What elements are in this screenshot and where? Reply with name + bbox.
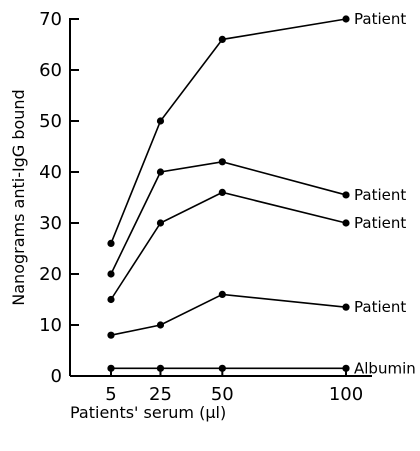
y-tick-label-50: 50 <box>39 111 62 132</box>
series-line-2 <box>110 160 347 275</box>
series-line-3 <box>110 191 347 300</box>
data-point-1-4 <box>342 15 350 23</box>
series-label-5: Albumin <box>354 359 416 377</box>
data-point-3-4 <box>342 219 350 227</box>
series-label-4: Patient <box>354 298 406 316</box>
y-ticks: 0 10 20 30 40 50 60 70 <box>39 9 79 387</box>
x-ticks: 5 25 50 100 <box>105 367 363 405</box>
data-point-2-4 <box>342 191 350 199</box>
x-tick-label-5: 5 <box>105 384 116 405</box>
data-point-5-1 <box>107 364 115 372</box>
y-tick-label-20: 20 <box>39 264 62 285</box>
series-2: Patient <box>107 158 406 278</box>
data-point-2-3 <box>218 158 226 166</box>
y-axis-label: Nanograms anti-IgG bound <box>9 89 28 305</box>
data-point-4-3 <box>218 290 226 298</box>
y-tick-label-70: 70 <box>39 9 62 30</box>
y-tick-label-0: 0 <box>51 366 62 387</box>
data-point-4-4 <box>342 303 350 311</box>
series-line-4 <box>110 293 347 336</box>
x-tick-label-50: 50 <box>211 384 234 405</box>
data-point-5-3 <box>218 364 226 372</box>
x-tick-label-25: 25 <box>149 384 172 405</box>
series-label-1: Patient <box>354 10 406 28</box>
data-point-4-1 <box>107 331 115 339</box>
y-tick-label-30: 30 <box>39 213 62 234</box>
series-label-3: Patient <box>354 214 406 232</box>
y-tick-label-60: 60 <box>39 60 62 81</box>
data-point-1-2 <box>156 117 165 125</box>
data-point-3-1 <box>107 295 115 304</box>
data-point-5-2 <box>156 364 165 372</box>
x-tick-label-100: 100 <box>329 384 363 405</box>
series-4: Patient <box>107 290 406 339</box>
data-point-4-2 <box>156 321 165 329</box>
axes <box>69 18 372 377</box>
series-label-2: Patient <box>354 186 406 204</box>
data-point-1-3 <box>218 35 226 44</box>
series-group: Patient Patient Patient Patient Albumin <box>107 10 416 377</box>
series-3: Patient <box>107 188 406 304</box>
x-axis-label: Patients' serum (µl) <box>70 403 226 422</box>
series-5: Albumin <box>107 359 416 377</box>
y-tick-label-40: 40 <box>39 162 62 183</box>
data-point-2-1 <box>107 270 115 278</box>
data-point-5-4 <box>342 364 350 372</box>
data-point-3-3 <box>218 188 226 196</box>
data-point-3-2 <box>156 219 165 227</box>
data-point-2-2 <box>156 168 165 176</box>
y-tick-label-10: 10 <box>39 315 62 336</box>
data-point-1-1 <box>107 239 115 247</box>
series-1: Patient <box>107 10 406 247</box>
series-line-1 <box>110 18 347 244</box>
